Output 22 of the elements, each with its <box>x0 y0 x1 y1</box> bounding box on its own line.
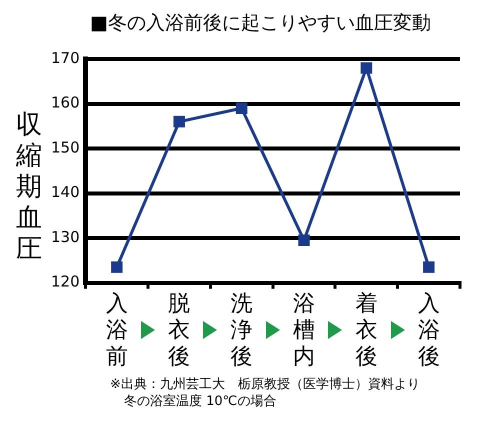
x-tick-label: 脱衣後 <box>168 292 190 370</box>
point <box>360 62 372 74</box>
y-tick-label: 170 <box>50 48 80 67</box>
text: 冬の浴室温度 10℃の場合 <box>123 393 278 410</box>
text: ※出典：九州芸工大 栃原教授（医学博士）資料より <box>110 376 420 393</box>
point <box>236 102 248 114</box>
point <box>423 261 435 273</box>
chart-title: ■冬の入浴前後に起こりやすい血圧変動 <box>90 11 431 36</box>
point <box>298 234 310 246</box>
x-tick-label: 入浴前 <box>106 292 128 370</box>
x-tick-label: 洗浄後 <box>230 292 253 370</box>
point <box>111 261 123 273</box>
y-axis-title: 収縮期血圧 <box>15 110 43 265</box>
y-tick-label: 160 <box>50 94 80 112</box>
y-tick-label: 140 <box>50 183 80 202</box>
x-tick-label: 入浴後 <box>418 292 440 370</box>
y-tick-label: 120 <box>50 272 80 291</box>
x-tick-label: 浴槽内 <box>293 292 316 370</box>
y-tick-label: 150 <box>50 138 80 156</box>
y-tick-label: 130 <box>50 228 80 246</box>
x-tick-label: 着衣後 <box>355 292 378 370</box>
point <box>173 116 185 128</box>
